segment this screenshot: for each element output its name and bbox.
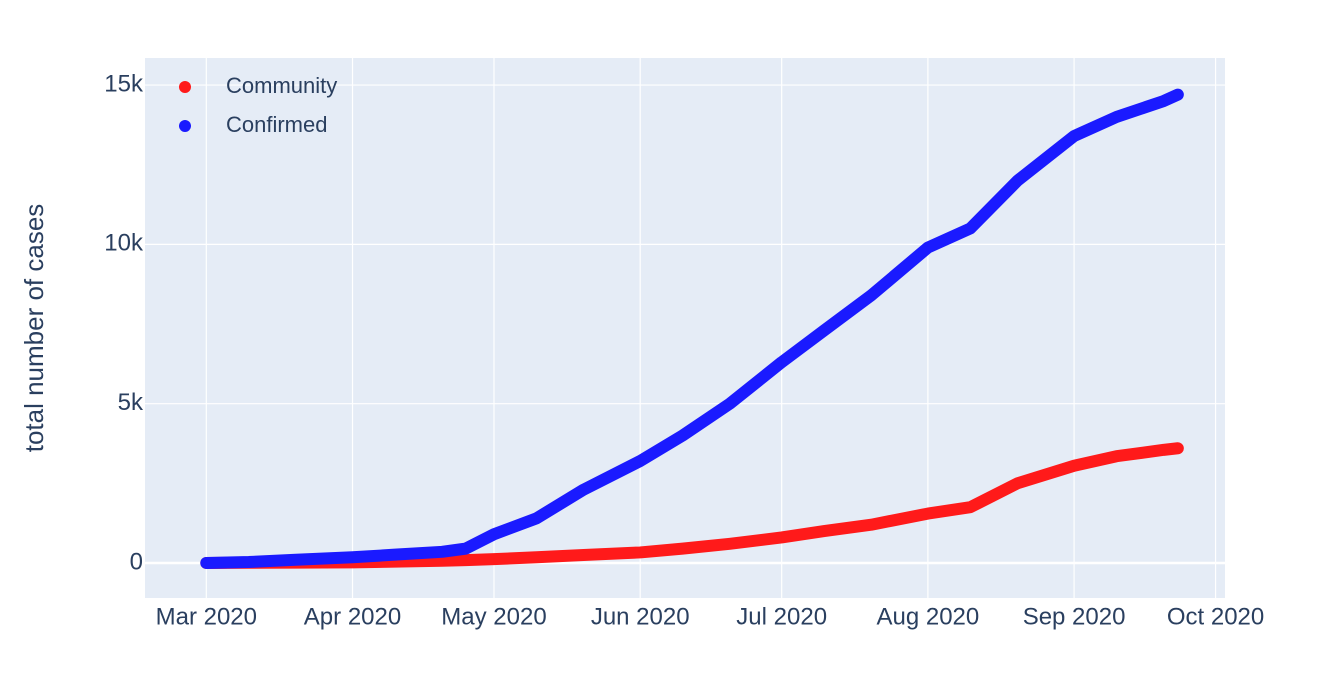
- series-line: [200, 88, 1184, 569]
- y-axis-label: total number of cases: [19, 204, 49, 453]
- x-tick-label: Jul 2020: [736, 603, 827, 630]
- x-tick-label: Oct 2020: [1167, 603, 1264, 630]
- y-tick-label: 15k: [104, 70, 144, 97]
- x-tick-label: May 2020: [441, 603, 546, 630]
- x-tick-label: Aug 2020: [876, 603, 979, 630]
- x-tick-label: Sep 2020: [1023, 603, 1126, 630]
- y-tick-label: 5k: [118, 389, 144, 416]
- y-tick-label: 0: [130, 548, 143, 575]
- legend-label: Confirmed: [226, 112, 327, 137]
- legend-marker: [179, 120, 191, 132]
- y-tick-label: 10k: [104, 230, 144, 257]
- plot-area: [145, 58, 1225, 598]
- x-tick-label: Mar 2020: [156, 603, 257, 630]
- series-line: [200, 442, 1184, 569]
- x-tick-label: Jun 2020: [591, 603, 690, 630]
- legend-label: Community: [226, 73, 337, 98]
- legend-marker: [179, 81, 191, 93]
- x-tick-label: Apr 2020: [304, 603, 401, 630]
